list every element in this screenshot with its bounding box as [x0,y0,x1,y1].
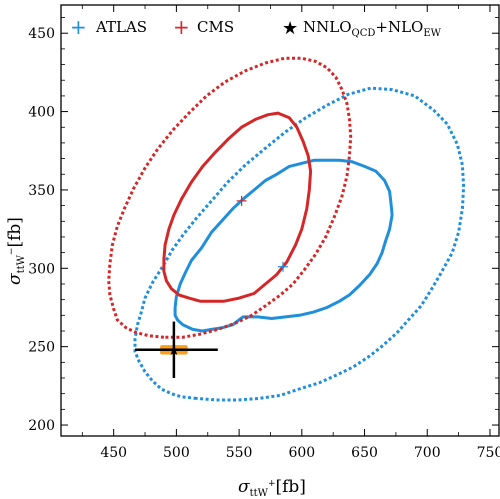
legend: + ATLAS + CMS ★ NNLOQCD+NLOEW [70,15,442,39]
x-tick-label: 500 [163,445,190,461]
x-axis-label-unit: [fb] [275,477,305,497]
legend-theory-ew: EW [423,28,441,39]
x-tick-label: 450 [100,445,127,461]
x-tick-label: 650 [351,445,378,461]
x-tick-label: 600 [288,445,315,461]
contour-layer [107,56,466,402]
x-tick-label: 700 [414,445,441,461]
plot-frame [60,4,500,437]
x-tick-label: 550 [226,445,253,461]
y-axis-label-unit: [fb] [5,217,25,247]
marker-layer: ★ [135,195,289,379]
y-tick-label: 400 [28,105,55,121]
legend-marker-atlas: + [70,15,87,39]
x-axis-label-sub: ttW [250,488,269,499]
nnlo-nlo-central-star: ★ [168,343,181,359]
y-axis-label-sup: − [7,248,17,256]
y-tick-label: 250 [28,340,55,356]
y-tick-label: 350 [28,183,55,199]
x-tick-label: 750 [477,445,500,461]
atlas-contour-solid [173,158,394,333]
legend-theory-nlo: +NLO [375,18,423,36]
y-axis-label: σttW−[fb] [5,217,27,285]
legend-marker-cms: + [173,15,190,39]
y-tick-label: 200 [28,418,55,434]
legend-label-atlas: ATLAS [95,18,147,36]
legend-theory-nnlo: NNLO [303,18,352,36]
legend-theory-qcd: QCD [352,28,376,39]
y-axis-label-group: σttW−[fb] [5,217,27,285]
y-axis-label-symbol: σ [5,273,25,285]
x-axis-label: σttW+[fb] [238,477,306,499]
cms-contour-dotted [107,56,353,339]
cms-contour-solid [162,111,313,303]
tick-layer: 450 500 550 600 650 700 750 200 250 300 350 400 450 [28,5,500,461]
legend-label-theory: NNLOQCD+NLOEW [303,18,442,39]
atlas-contour-dotted [133,86,466,402]
x-axis-label-symbol: σ [238,477,250,497]
legend-label-cms: CMS [197,18,234,36]
y-tick-label: 450 [28,26,55,42]
x-axis-label-sup: + [268,479,276,489]
y-tick-label: 300 [28,261,55,277]
y-axis-label-sub: ttW [16,254,27,273]
legend-marker-theory-star: ★ [282,18,298,39]
